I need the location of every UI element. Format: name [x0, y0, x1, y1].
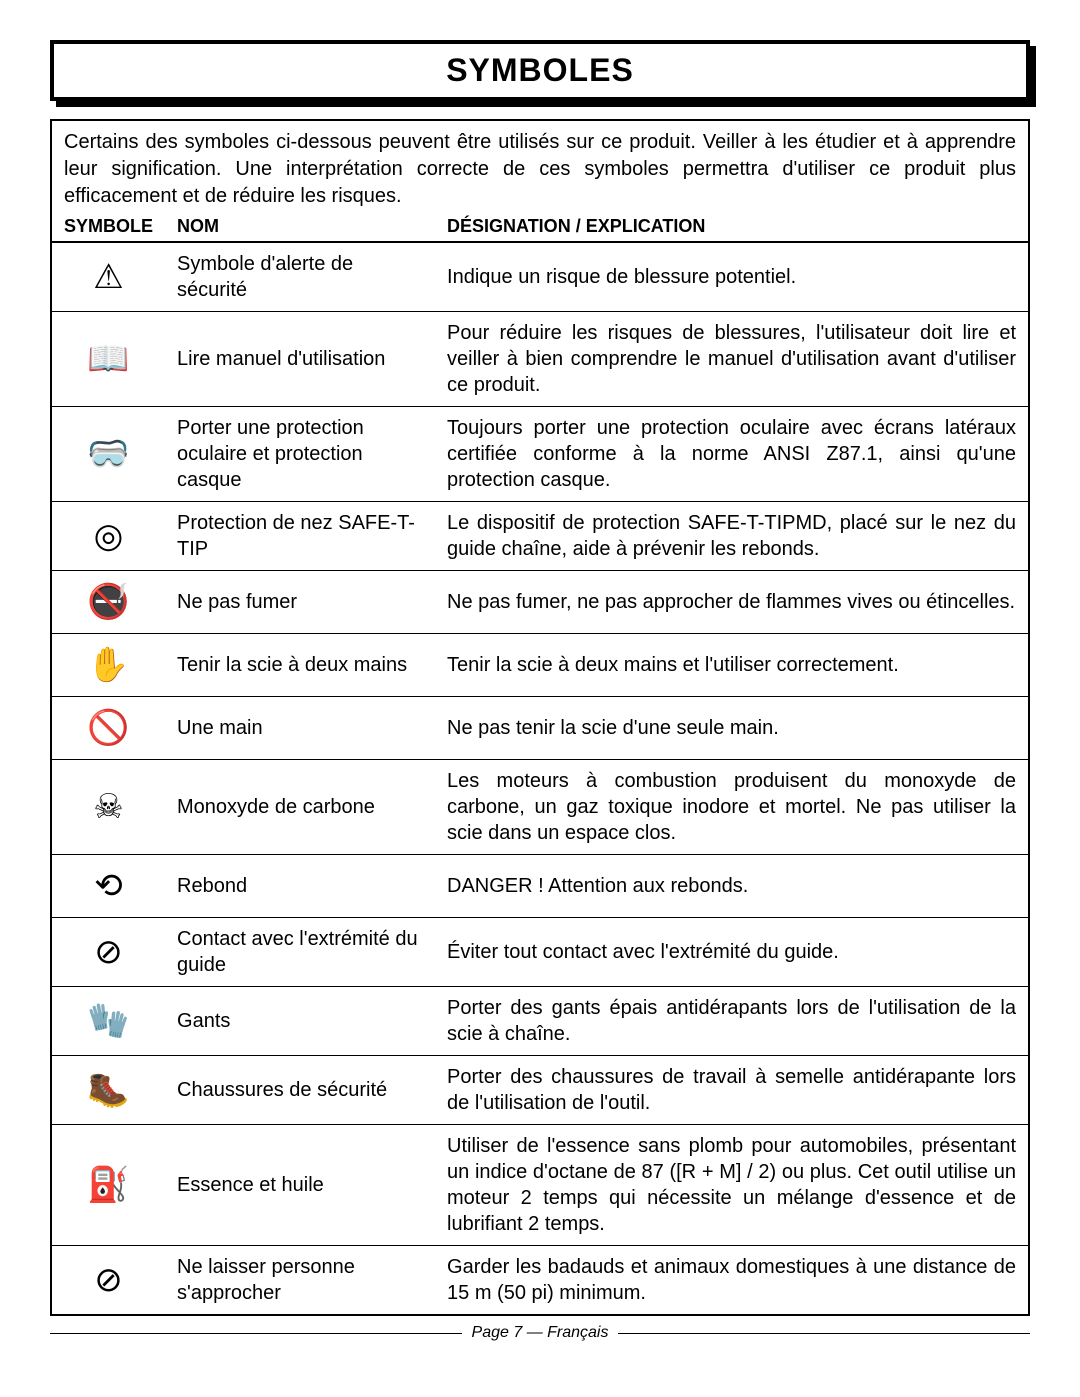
desc-cell: Porter des chaussures de travail à semel…: [435, 1056, 1028, 1125]
nom-cell: Symbole d'alerte de sécurité: [165, 242, 435, 312]
nom-cell: Tenir la scie à deux mains: [165, 634, 435, 697]
desc-cell: Le dispositif de protection SAFE-T-TIPMD…: [435, 502, 1028, 571]
page-title: SYMBOLES: [446, 52, 634, 88]
desc-cell: Les moteurs à combustion produisent du m…: [435, 760, 1028, 855]
read-manual-icon: 📖: [84, 334, 134, 384]
title-inner: SYMBOLES: [50, 40, 1030, 101]
table-row: 🥽 Porter une protection oculaire et prote…: [52, 407, 1028, 502]
symbol-cell: 🚭: [52, 571, 165, 634]
desc-cell: Garder les badauds et animaux domestique…: [435, 1246, 1028, 1315]
desc-cell: Toujours porter une protection oculaire …: [435, 407, 1028, 502]
nom-cell: Une main: [165, 697, 435, 760]
desc-cell: DANGER ! Attention aux rebonds.: [435, 855, 1028, 918]
fuel-oil-icon: ⛽: [84, 1160, 134, 1210]
header-symbole: SYMBOLE: [52, 214, 165, 242]
table-row: ⊘ Contact avec l'extrémité du guideÉviter…: [52, 918, 1028, 987]
desc-cell: Tenir la scie à deux mains et l'utiliser…: [435, 634, 1028, 697]
symbol-cell: ✋: [52, 634, 165, 697]
nom-cell: Rebond: [165, 855, 435, 918]
desc-cell: Porter des gants épais antidérapants lor…: [435, 987, 1028, 1056]
desc-cell: Ne pas fumer, ne pas approcher de flamme…: [435, 571, 1028, 634]
symbols-table: SYMBOLE NOM DÉSIGNATION / EXPLICATION ⚠ S…: [52, 214, 1028, 1314]
symbol-cell: 🥽: [52, 407, 165, 502]
desc-cell: Utiliser de l'essence sans plomb pour au…: [435, 1125, 1028, 1246]
symbol-cell: ⛽: [52, 1125, 165, 1246]
no-one-hand-icon: 🚫: [84, 703, 134, 753]
symbol-cell: ⟲: [52, 855, 165, 918]
table-row: ⟲ RebondDANGER ! Attention aux rebonds.: [52, 855, 1028, 918]
intro-text: Certains des symboles ci-dessous peuvent…: [52, 121, 1028, 214]
bar-tip-contact-icon: ⊘: [84, 927, 134, 977]
gloves-icon: 🧤: [84, 996, 134, 1046]
kickback-icon: ⟲: [84, 861, 134, 911]
eye-ear-protection-icon: 🥽: [84, 429, 134, 479]
table-row: 🚭 Ne pas fumerNe pas fumer, ne pas approc…: [52, 571, 1028, 634]
symbol-cell: ☠: [52, 760, 165, 855]
safety-boots-icon: 🥾: [84, 1065, 134, 1115]
table-row: ☠ Monoxyde de carboneLes moteurs à combus…: [52, 760, 1028, 855]
nom-cell: Ne pas fumer: [165, 571, 435, 634]
table-row: 📖 Lire manuel d'utilisationPour réduire l…: [52, 312, 1028, 407]
table-row: ⛽ Essence et huileUtiliser de l'essence s…: [52, 1125, 1028, 1246]
title-box: SYMBOLES: [50, 40, 1030, 101]
nom-cell: Lire manuel d'utilisation: [165, 312, 435, 407]
table-row: ✋ Tenir la scie à deux mainsTenir la scie…: [52, 634, 1028, 697]
table-row: 🧤 GantsPorter des gants épais antidérapan…: [52, 987, 1028, 1056]
table-row: ⚠ Symbole d'alerte de sécuritéIndique un …: [52, 242, 1028, 312]
symbol-cell: 🥾: [52, 1056, 165, 1125]
footer-line-right: [618, 1333, 1030, 1334]
symbol-cell: ◎: [52, 502, 165, 571]
symbol-cell: ⊘: [52, 918, 165, 987]
nom-cell: Monoxyde de carbone: [165, 760, 435, 855]
bystanders-icon: ⊘: [84, 1255, 134, 1305]
header-nom: NOM: [165, 214, 435, 242]
desc-cell: Ne pas tenir la scie d'une seule main.: [435, 697, 1028, 760]
nom-cell: Contact avec l'extrémité du guide: [165, 918, 435, 987]
footer-text: Page 7 — Français: [472, 1324, 609, 1342]
page-footer: Page 7 — Français: [50, 1324, 1030, 1342]
nom-cell: Chaussures de sécurité: [165, 1056, 435, 1125]
nom-cell: Essence et huile: [165, 1125, 435, 1246]
table-row: 🚫 Une mainNe pas tenir la scie d'une seul…: [52, 697, 1028, 760]
carbon-monoxide-icon: ☠: [84, 782, 134, 832]
no-smoking-icon: 🚭: [84, 577, 134, 627]
content-box: Certains des symboles ci-dessous peuvent…: [50, 119, 1030, 1316]
symbol-cell: 🚫: [52, 697, 165, 760]
nom-cell: Ne laisser personne s'approcher: [165, 1246, 435, 1315]
header-desc: DÉSIGNATION / EXPLICATION: [435, 214, 1028, 242]
nom-cell: Porter une protection oculaire et protec…: [165, 407, 435, 502]
two-hands-icon: ✋: [84, 640, 134, 690]
table-row: ⊘ Ne laisser personne s'approcherGarder l…: [52, 1246, 1028, 1315]
desc-cell: Éviter tout contact avec l'extrémité du …: [435, 918, 1028, 987]
symbol-cell: 📖: [52, 312, 165, 407]
desc-cell: Indique un risque de blessure potentiel.: [435, 242, 1028, 312]
nom-cell: Gants: [165, 987, 435, 1056]
footer-line-left: [50, 1333, 462, 1334]
symbol-cell: 🧤: [52, 987, 165, 1056]
table-row: ◎ Protection de nez SAFE-T-TIPLe disposit…: [52, 502, 1028, 571]
symbol-cell: ⊘: [52, 1246, 165, 1315]
safe-t-tip-icon: ◎: [84, 511, 134, 561]
alert-icon: ⚠: [84, 252, 134, 302]
table-row: 🥾 Chaussures de sécuritéPorter des chauss…: [52, 1056, 1028, 1125]
symbol-cell: ⚠: [52, 242, 165, 312]
desc-cell: Pour réduire les risques de blessures, l…: [435, 312, 1028, 407]
nom-cell: Protection de nez SAFE-T-TIP: [165, 502, 435, 571]
